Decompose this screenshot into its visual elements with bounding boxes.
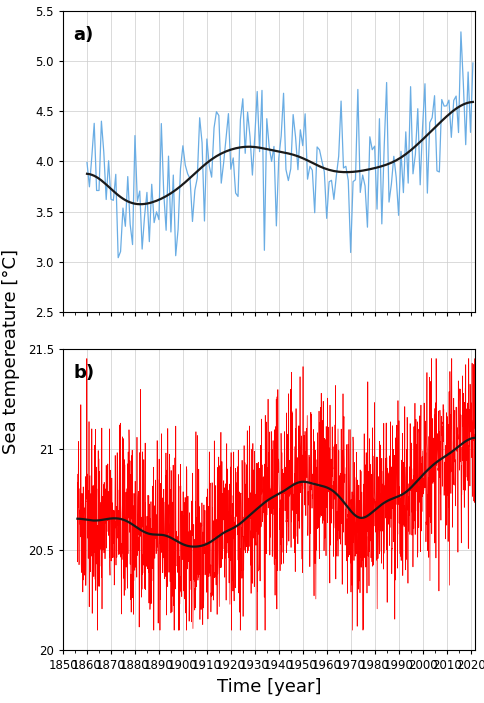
X-axis label: Time [year]: Time [year] (216, 678, 321, 696)
Text: a): a) (73, 25, 93, 44)
Text: Sea tempereature [°C]: Sea tempereature [°C] (1, 249, 20, 454)
Text: b): b) (73, 363, 94, 382)
